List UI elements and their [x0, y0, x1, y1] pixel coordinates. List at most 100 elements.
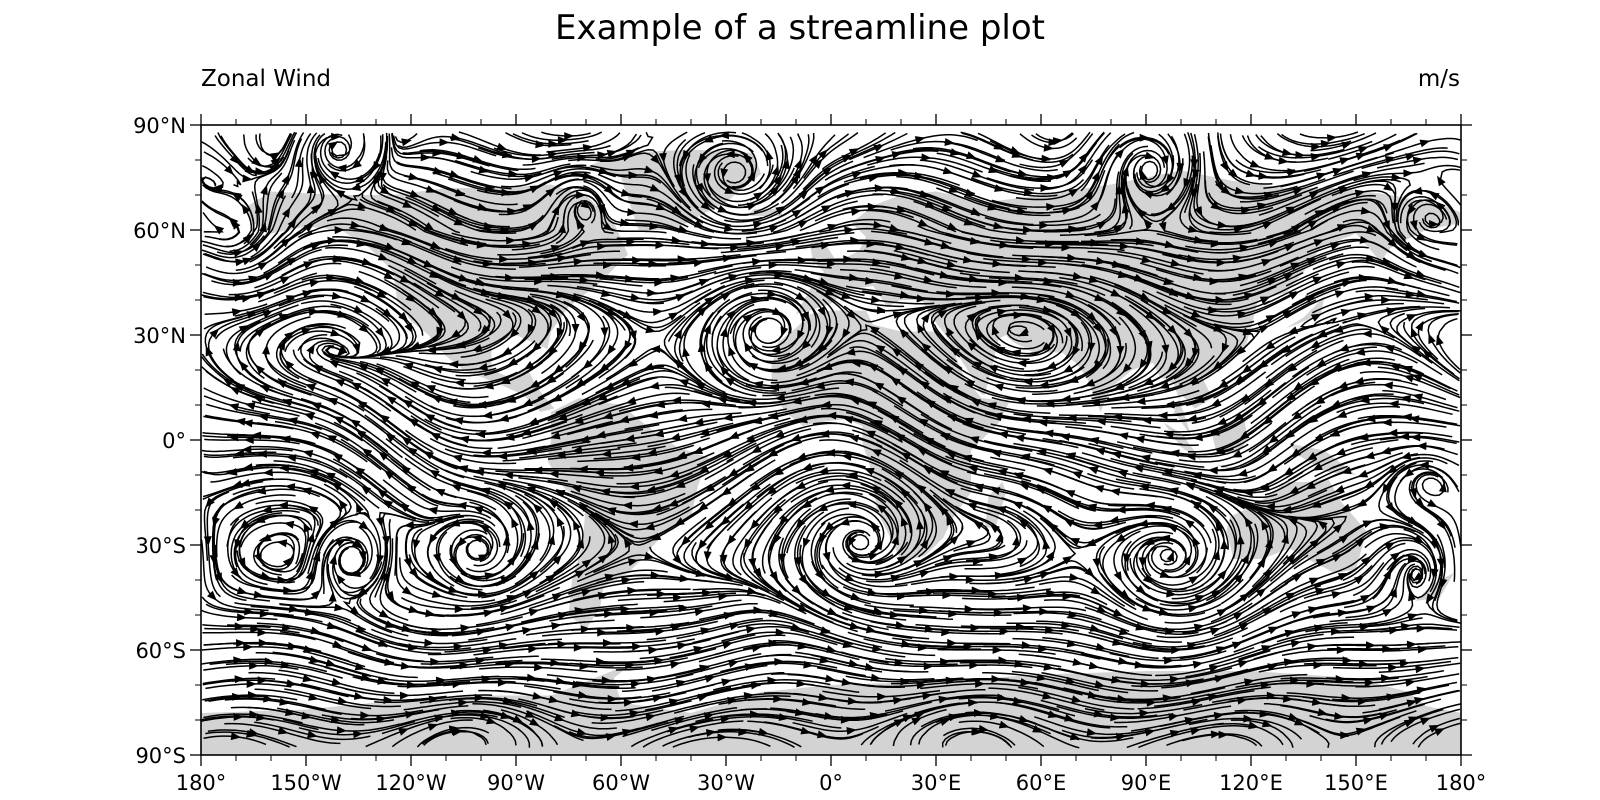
streamline-arrowhead [1114, 148, 1125, 159]
streamline-arrowhead [965, 575, 976, 584]
streamline-arrowhead [1091, 170, 1100, 182]
streamline-arrowhead [921, 153, 932, 162]
streamline-arrowhead [1045, 550, 1055, 562]
streamline-arrowhead [717, 205, 729, 213]
streamline-arrowhead [1237, 696, 1248, 705]
streamline-arrowhead [595, 430, 606, 439]
streamline-arrowhead [262, 468, 273, 477]
streamline-arrowhead [1094, 680, 1106, 689]
streamline-arrowhead [812, 158, 823, 169]
streamline-arrowhead [1077, 164, 1088, 175]
streamline-arrowhead [1069, 538, 1080, 546]
streamline-arrowhead [375, 516, 384, 528]
streamline-arrowhead [1144, 151, 1156, 160]
streamline-arrowhead [919, 570, 931, 578]
streamline-arrowhead [1237, 310, 1248, 319]
streamline-arrowhead [408, 172, 419, 181]
streamline-arrowhead [242, 419, 253, 428]
streamline-arrowhead [744, 341, 753, 353]
streamline-arrowhead [427, 307, 438, 317]
streamline-arrowhead [1068, 375, 1079, 383]
streamline-arrowhead [506, 236, 517, 245]
streamline-arrowhead [820, 588, 832, 598]
x-tick-label: 0° [819, 771, 843, 795]
streamline [1326, 305, 1421, 325]
streamline-arrowhead [458, 698, 469, 707]
streamline-arrowhead [405, 293, 416, 303]
streamline-arrowhead [1086, 311, 1097, 322]
streamline-arrowhead [262, 344, 270, 355]
streamline-arrowhead [869, 325, 880, 335]
streamline-arrowhead [1071, 471, 1083, 479]
streamline-arrowhead [679, 574, 690, 583]
streamline-arrowhead [282, 557, 293, 567]
streamline-arrowhead [796, 679, 807, 688]
streamline-arrowhead [655, 241, 666, 249]
streamline-arrowhead [233, 712, 244, 721]
streamline-arrowhead [938, 470, 950, 478]
streamline-arrowhead [889, 223, 900, 232]
streamline-arrowhead [921, 312, 931, 324]
streamline-arrowhead [303, 412, 315, 421]
streamline-arrowhead [730, 243, 741, 252]
streamline-arrowhead [480, 448, 491, 457]
streamline-arrowhead [721, 486, 732, 496]
streamline-arrowhead [434, 288, 446, 298]
streamline-arrowhead [1408, 716, 1419, 724]
streamline-arrowhead [722, 254, 734, 263]
streamline-arrowhead [409, 189, 421, 198]
streamline-arrowhead [303, 645, 315, 653]
streamline-arrowhead [532, 503, 543, 514]
streamline-arrowhead [1138, 557, 1147, 568]
streamline [1437, 317, 1461, 371]
streamline-arrowhead [1243, 292, 1255, 301]
streamline-arrowhead [678, 604, 689, 613]
streamline-arrowhead [1258, 171, 1269, 180]
streamline-arrowhead [949, 535, 959, 545]
streamline-arrowhead [1241, 364, 1252, 374]
streamline-arrowhead [1095, 642, 1107, 651]
streamline-arrowhead [294, 156, 303, 168]
streamline-arrowhead [456, 310, 467, 321]
streamline-arrowhead [727, 468, 739, 477]
streamline-arrowhead [743, 500, 754, 511]
streamline-arrowhead [1414, 697, 1425, 705]
streamline-layer [201, 131, 1461, 749]
streamline-arrowhead [721, 678, 732, 687]
streamline-arrowhead [1292, 187, 1304, 196]
streamline-arrowhead [556, 516, 565, 527]
streamline-arrowhead [1062, 555, 1073, 565]
streamline-arrowhead [720, 292, 732, 301]
streamline-arrowhead [1084, 190, 1094, 201]
streamline-arrowhead [992, 645, 1003, 654]
streamline-arrowhead [791, 238, 802, 247]
streamline-arrowhead [653, 657, 665, 665]
streamline-arrowhead [242, 174, 253, 183]
streamline-arrowhead [1281, 344, 1292, 354]
streamline-arrowhead [1383, 182, 1394, 192]
streamline-arrowhead [554, 490, 566, 498]
streamline-arrowhead [1018, 519, 1030, 529]
streamline-arrowhead [1167, 362, 1178, 372]
streamline-arrowhead [721, 449, 733, 458]
streamline-arrowhead [1194, 595, 1206, 603]
streamline-arrowhead [1330, 242, 1341, 251]
streamline-arrowhead [1038, 258, 1049, 267]
streamline-arrowhead [753, 567, 762, 578]
streamline-arrowhead [1342, 656, 1353, 665]
streamline-arrowhead [496, 142, 508, 151]
streamline-arrowhead [1405, 678, 1416, 687]
streamline-arrowhead [867, 363, 879, 372]
streamline-arrowhead [305, 608, 316, 617]
streamline-arrowhead [551, 204, 560, 216]
streamline-arrowhead [975, 679, 986, 688]
streamline-arrowhead [1286, 363, 1298, 373]
streamline-arrowhead [1112, 260, 1123, 269]
streamline-arrowhead [742, 313, 753, 324]
streamline-arrowhead [677, 255, 688, 264]
streamline-arrowhead [1383, 568, 1392, 580]
streamline-arrowhead [409, 381, 420, 390]
streamline-arrowhead [795, 481, 806, 490]
streamline-arrowhead [425, 570, 436, 581]
streamline-arrowhead [450, 329, 461, 339]
